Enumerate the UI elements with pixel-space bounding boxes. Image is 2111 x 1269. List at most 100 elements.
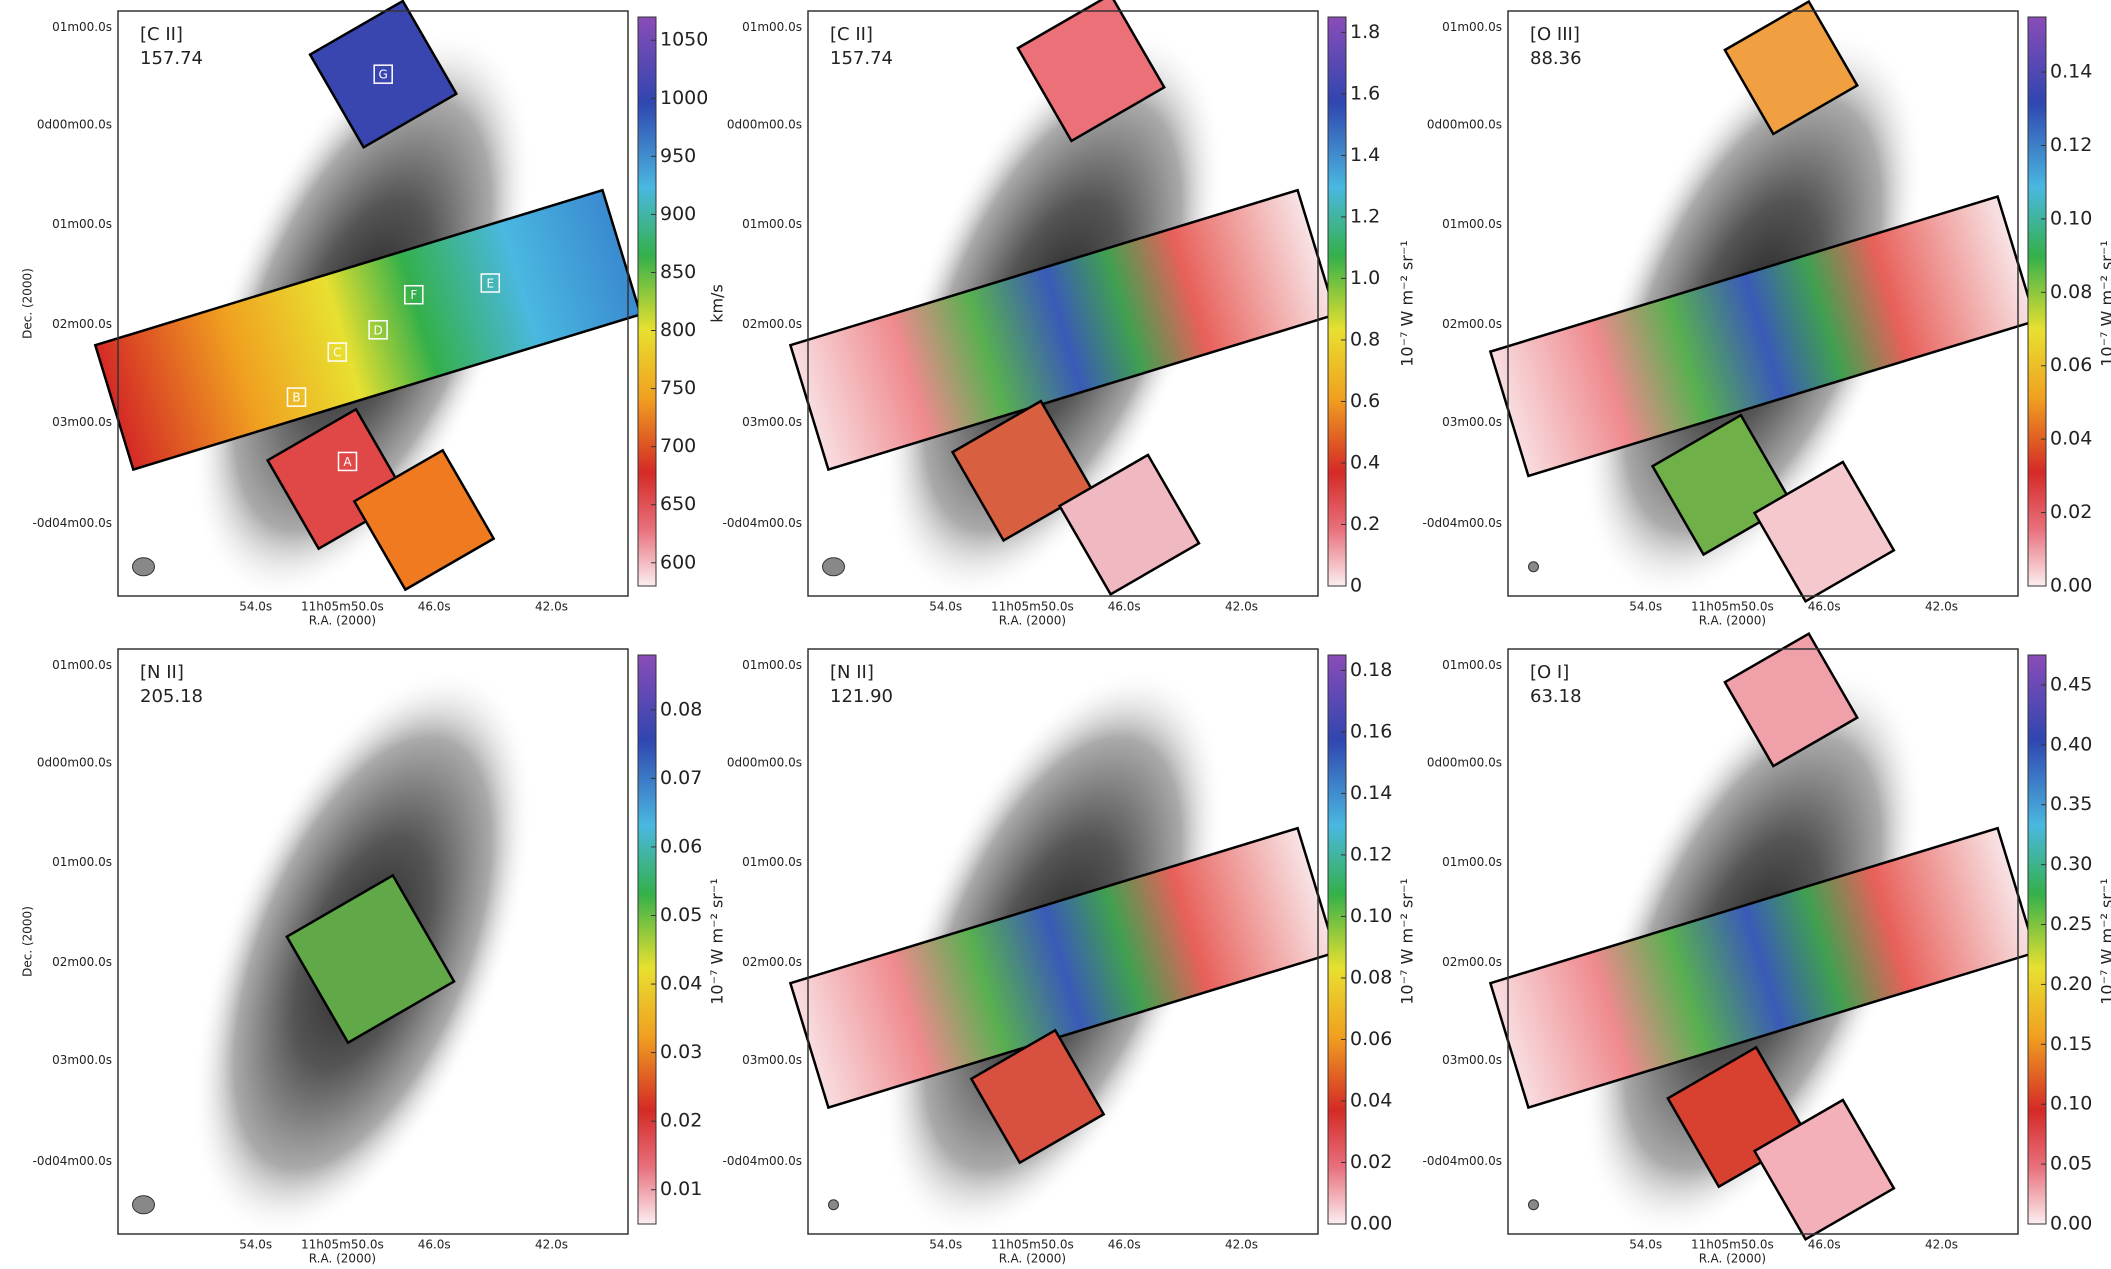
annotation: G [379,68,388,82]
y-axis-label: Dec. (2000) [21,906,35,977]
annotation: E [487,277,495,291]
panel-title: [O I] [1530,662,1569,683]
colorbar-tick-label: 0.10 [1350,905,1392,927]
y-tick-label: 01m00.0s [52,855,112,869]
colorbar-tick-label: 1.6 [1350,82,1380,104]
colorbar-tick-label: 0.04 [2050,428,2092,450]
colorbar-tick-label: 1.8 [1350,21,1380,43]
x-tick-label: 11h05m50.0s [991,600,1074,614]
beam [133,558,155,576]
y-tick-label: 01m00.0s [1442,20,1502,34]
colorbar-tick-label: 0.05 [2050,1153,2092,1175]
colorbar-tick-label: 950 [660,145,696,167]
y-tick-label: 02m00.0s [1442,955,1502,969]
colorbar-label: 10⁻⁷ W m⁻² sr⁻¹ [2098,240,2111,367]
colorbar-tick-label: 0.04 [1350,1089,1392,1111]
x-tick-label: 54.0s [929,1238,962,1252]
x-tick-label: 11h05m50.0s [991,1238,1074,1252]
colorbar [2028,655,2046,1224]
y-tick-label: 03m00.0s [52,1053,112,1067]
y-tick-label: 01m00.0s [1442,855,1502,869]
colorbar [1328,17,1346,586]
x-tick-label: 54.0s [239,1238,272,1252]
y-tick-label: 01m00.0s [52,217,112,231]
colorbar-tick-label: 0.14 [1350,782,1392,804]
beam [823,558,845,576]
colorbar-tick-label: 0.08 [1350,966,1392,988]
x-tick-label: 54.0s [1629,1238,1662,1252]
annotation: A [343,455,352,469]
annotation: D [373,323,382,337]
x-tick-label: 46.0s [418,600,451,614]
colorbar-tick-label: 0.40 [2050,733,2092,755]
y-tick-label: 02m00.0s [52,955,112,969]
panel-title: [N II] [830,662,874,683]
colorbar [2028,17,2046,586]
y-tick-label: 03m00.0s [742,1053,802,1067]
panel: [C II]157.7454.0s11h05m50.0s46.0s42.0sR.… [722,0,1416,649]
panel-title: [O III] [1530,24,1580,45]
colorbar-tick-label: 0.06 [1350,1028,1392,1050]
colorbar-tick-label: 0.05 [660,904,702,926]
colorbar-tick-label: 0.02 [1350,1151,1392,1173]
colorbar-tick-label: 0.35 [2050,793,2092,815]
y-tick-label: -0d04m00.0s [1422,1154,1502,1168]
x-axis-label: R.A. (2000) [999,614,1066,628]
y-tick-label: -0d04m00.0s [1422,516,1502,530]
panel-title: [C II] [140,24,183,45]
colorbar-tick-label: 0.01 [660,1178,702,1200]
y-tick-label: 0d00m00.0s [1427,118,1502,132]
colorbar-tick-label: 0.03 [660,1041,702,1063]
y-tick-label: 01m00.0s [742,217,802,231]
y-tick-label: 02m00.0s [742,955,802,969]
colorbar-tick-label: 0.07 [660,767,702,789]
colorbar-tick-label: 0.02 [660,1110,702,1132]
y-tick-label: -0d04m00.0s [722,516,802,530]
panel-subtitle: 121.90 [830,686,893,707]
annotation: C [333,346,341,360]
colorbar-tick-label: 0.06 [660,835,702,857]
colorbar-tick-label: 0.12 [2050,134,2092,156]
colorbar-tick-label: 0.8 [1350,328,1380,350]
panel-subtitle: 157.74 [140,48,203,69]
panel-subtitle: 205.18 [140,686,203,707]
x-axis-label: R.A. (2000) [1699,614,1766,628]
colorbar-tick-label: 0.18 [1350,659,1392,681]
y-tick-label: 0d00m00.0s [727,756,802,770]
figure: GFEDCBA[C II]157.7454.0s11h05m50.0s46.0s… [0,0,2111,1269]
colorbar-label: 10⁻⁷ W m⁻² sr⁻¹ [2098,878,2111,1005]
x-tick-label: 42.0s [1925,600,1958,614]
colorbar-tick-label: 1000 [660,87,708,109]
colorbar-tick-label: 0.20 [2050,973,2092,995]
x-tick-label: 42.0s [535,600,568,614]
panel-subtitle: 63.18 [1530,686,1582,707]
colorbar-label: 10⁻⁷ W m⁻² sr⁻¹ [708,878,727,1005]
y-tick-label: -0d04m00.0s [32,516,112,530]
colorbar-tick-label: 0.15 [2050,1033,2092,1055]
panel: [N II]205.1854.0s11h05m50.0s46.0s42.0sR.… [21,620,727,1269]
x-axis-label: R.A. (2000) [1699,1252,1766,1266]
colorbar-label: 10⁻⁷ W m⁻² sr⁻¹ [1398,878,1417,1005]
y-tick-label: 02m00.0s [1442,317,1502,331]
y-tick-label: 03m00.0s [1442,1053,1502,1067]
colorbar-tick-label: 0.10 [2050,207,2092,229]
colorbar-label: 10⁻⁷ W m⁻² sr⁻¹ [1398,240,1417,367]
panel: [O III]88.3654.0s11h05m50.0s46.0s42.0sR.… [1422,0,2111,649]
x-tick-label: 11h05m50.0s [1691,600,1774,614]
panel-subtitle: 157.74 [830,48,893,69]
colorbar-tick-label: 0.00 [1350,1213,1392,1235]
colorbar-tick-label: 800 [660,319,696,341]
colorbar-tick-label: 0.6 [1350,390,1380,412]
colorbar-tick-label: 0.12 [1350,843,1392,865]
colorbar-tick-label: 0.30 [2050,853,2092,875]
colorbar [1328,655,1346,1224]
x-tick-label: 42.0s [1225,1238,1258,1252]
y-tick-label: 03m00.0s [1442,415,1502,429]
y-tick-label: 01m00.0s [52,658,112,672]
x-tick-label: 46.0s [1108,600,1141,614]
beam [1529,1200,1539,1210]
colorbar [638,17,656,586]
colorbar-tick-label: 600 [660,551,696,573]
x-tick-label: 54.0s [929,600,962,614]
